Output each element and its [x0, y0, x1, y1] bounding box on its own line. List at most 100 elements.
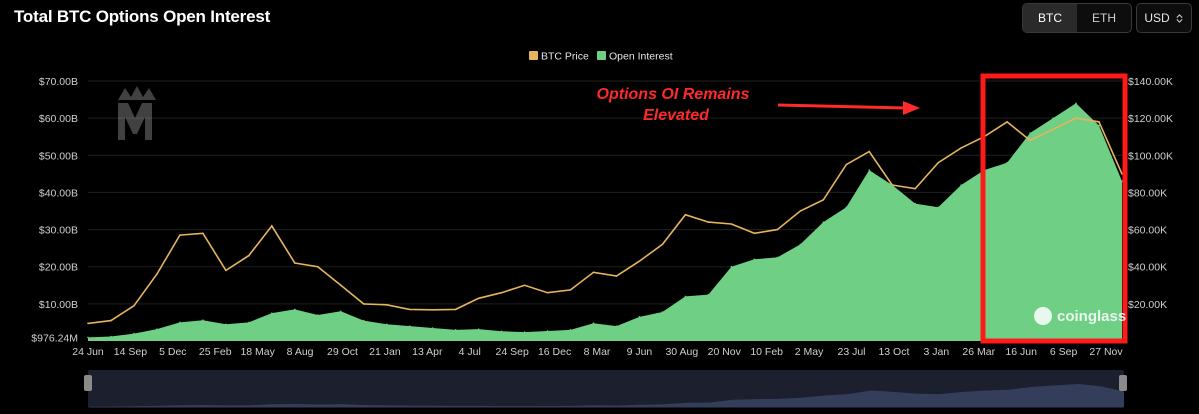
x-tick: 25 Feb	[199, 346, 232, 358]
oi-point	[87, 336, 89, 339]
oi-point	[638, 316, 641, 318]
navigator-handle-right[interactable]	[1119, 375, 1127, 391]
x-tick: 21 Jan	[369, 346, 401, 358]
oi-point	[730, 265, 733, 268]
x-tick: 3 Jan	[923, 346, 949, 358]
price-point	[294, 262, 296, 264]
price-point	[110, 319, 112, 322]
tab-btc[interactable]: BTC	[1023, 4, 1077, 32]
price-point	[960, 147, 962, 149]
oi-point	[546, 330, 549, 332]
y-right-tick: $20.00K	[1128, 299, 1167, 311]
price-point	[454, 308, 457, 311]
x-tick: 24 Sep	[496, 346, 529, 358]
btc-price-line	[87, 117, 1123, 325]
range-navigator[interactable]	[84, 370, 1127, 408]
oi-point	[661, 311, 664, 313]
oi-point	[569, 329, 572, 331]
oi-point	[1121, 180, 1123, 183]
mc-logo	[118, 86, 156, 140]
price-point	[891, 184, 894, 186]
oi-point	[179, 321, 181, 324]
annotation-arrowhead	[903, 101, 920, 115]
price-point	[87, 322, 89, 325]
y-left-tick: $40.00B	[39, 187, 78, 199]
price-point	[799, 210, 802, 212]
price-point	[1098, 121, 1100, 123]
y-left-tick: $30.00B	[39, 225, 78, 237]
x-tick: 10 Feb	[750, 346, 783, 358]
oi-point	[1098, 124, 1100, 127]
price-point	[523, 284, 526, 287]
price-point	[914, 187, 916, 190]
price-point	[385, 303, 388, 306]
x-tick: 30 Aug	[665, 346, 698, 358]
oi-point	[960, 184, 962, 186]
x-tick: 16 Dec	[538, 346, 571, 358]
x-axis: 24 Jun 14 Sep 5 Dec 25 Feb 18 May 8 Aug 29 Oct…	[72, 346, 1123, 358]
price-point	[156, 273, 158, 275]
y-right-tick: $100.00K	[1128, 150, 1173, 162]
oi-point	[1075, 102, 1077, 105]
highlight-box	[980, 73, 1128, 344]
x-tick: 13 Oct	[878, 346, 909, 358]
price-point	[316, 265, 319, 268]
price-point	[707, 221, 710, 223]
oi-point	[1006, 161, 1008, 164]
y-axis-left: $976.24M $10.00B $20.00B $30.00B $40.00B $50.…	[31, 76, 78, 344]
price-point	[1029, 139, 1031, 142]
tab-eth[interactable]: ETH	[1092, 11, 1116, 25]
price-point	[362, 303, 365, 305]
coinglass-icon	[1034, 307, 1052, 325]
x-tick: 23 Jul	[837, 346, 865, 358]
legend-swatch-oi	[597, 51, 606, 60]
y-left-tick: $60.00B	[39, 113, 78, 125]
price-point	[1121, 173, 1123, 175]
price-point	[1006, 121, 1008, 123]
price-point	[271, 225, 273, 227]
y-right-tick: $60.00K	[1128, 225, 1167, 237]
oi-point	[316, 314, 319, 316]
x-tick: 8 Mar	[584, 346, 611, 358]
oi-point	[523, 331, 526, 333]
legend-item-price[interactable]: BTC Price	[541, 51, 589, 63]
oi-point	[362, 319, 365, 322]
x-tick: 5 Dec	[159, 346, 186, 358]
x-tick: 20 Nov	[708, 346, 742, 358]
y-left-tick: $976.24M	[31, 332, 78, 344]
price-point	[868, 150, 871, 153]
price-point	[1075, 117, 1077, 119]
price-point	[431, 309, 434, 311]
price-point	[730, 223, 733, 225]
oi-point	[776, 256, 779, 259]
x-tick: 8 Aug	[287, 346, 314, 358]
oi-point	[799, 243, 802, 246]
oi-point	[202, 319, 204, 322]
price-point	[225, 269, 227, 272]
price-point	[477, 297, 480, 300]
oi-point	[271, 312, 273, 314]
x-tick: 2 May	[795, 346, 824, 358]
navigator-handle-left[interactable]	[84, 375, 92, 391]
y-left-tick: $20.00B	[39, 262, 78, 274]
oi-point	[592, 322, 595, 324]
y-right-tick: $140.00K	[1128, 76, 1173, 88]
oi-point	[110, 335, 112, 338]
currency-select[interactable]: USD	[1136, 3, 1192, 33]
coinglass-watermark: coinglass	[1034, 307, 1126, 325]
price-point	[546, 291, 549, 294]
price-point	[202, 232, 204, 235]
open-interest-area	[88, 103, 1122, 341]
oi-point	[454, 329, 457, 331]
x-tick: 13 Apr	[412, 346, 443, 358]
oi-point	[294, 308, 296, 311]
price-point	[638, 260, 641, 262]
legend-item-oi[interactable]: Open Interest	[609, 51, 673, 63]
oi-point	[868, 169, 871, 171]
y-right-tick: $40.00K	[1128, 262, 1167, 274]
chevron-updown-icon	[1176, 13, 1183, 23]
oi-point	[1029, 132, 1031, 134]
annotation-line-1: Options OI Remains	[597, 86, 750, 103]
oi-point	[822, 221, 825, 223]
